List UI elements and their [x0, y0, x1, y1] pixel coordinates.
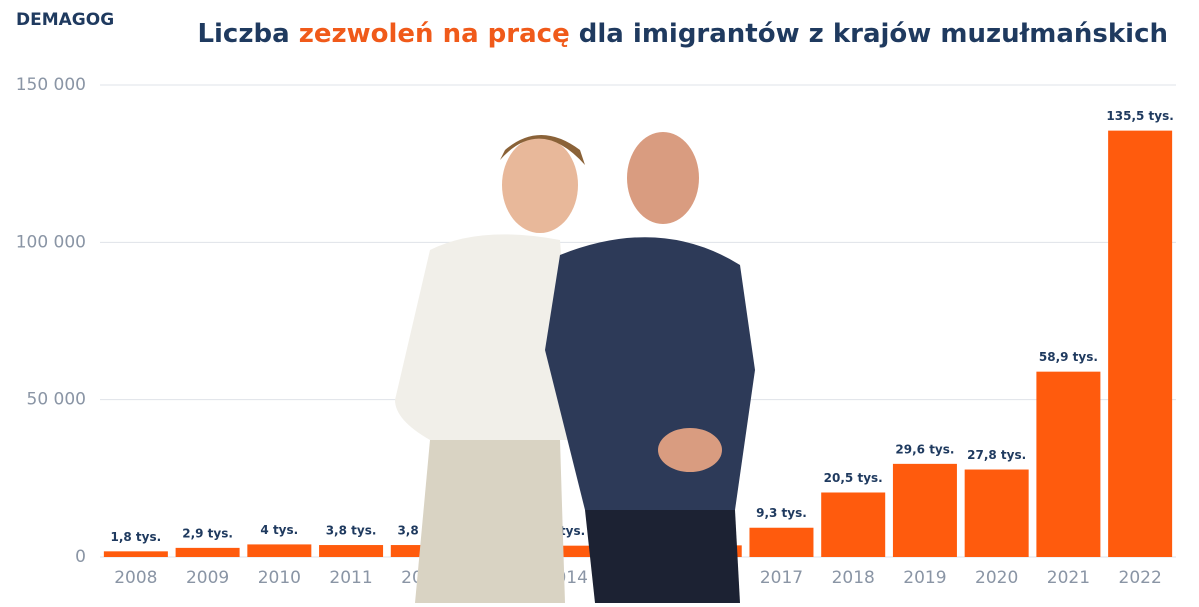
bar: [247, 544, 312, 557]
x-tick-label: 2017: [760, 568, 803, 588]
value-label: 58,9 tys.: [1039, 350, 1098, 364]
trousers: [415, 440, 565, 603]
bar: [319, 545, 384, 557]
hands: [658, 428, 722, 472]
head: [627, 132, 699, 224]
x-tick-label: 2022: [1119, 568, 1162, 588]
chart-title: Liczba zezwoleń na pracę dla imigrantów …: [197, 19, 1168, 49]
bar: [821, 492, 886, 557]
value-label: 1,8 tys.: [111, 530, 162, 544]
trousers: [585, 510, 740, 603]
bar: [1108, 130, 1173, 558]
value-label: 3,8 tys.: [326, 524, 377, 538]
value-label: 27,8 tys.: [967, 448, 1026, 462]
hair: [500, 135, 585, 165]
polo: [545, 237, 755, 510]
head: [502, 137, 578, 233]
value-label: 4 tys.: [260, 523, 298, 537]
y-tick-label: 150 000: [16, 75, 86, 95]
x-tick-label: 2009: [186, 568, 229, 588]
bar: [892, 463, 957, 557]
y-tick-label: 0: [75, 547, 86, 567]
photo-overlay: [395, 132, 755, 603]
bar: [749, 527, 814, 557]
shirt: [395, 234, 575, 440]
plot: 0 50 000 100 000 150 000 1,8 tys. 2008 2,9 tys…: [16, 75, 1176, 588]
y-tick-label: 50 000: [27, 390, 86, 410]
x-tick-label: 2018: [832, 568, 875, 588]
bar: [534, 545, 599, 557]
logo: DEMAGOG: [16, 10, 114, 30]
x-tick-label: 2020: [975, 568, 1018, 588]
x-tick-label: 2010: [258, 568, 301, 588]
value-label: 20,5 tys.: [824, 471, 883, 485]
value-label: 135,5 tys.: [1106, 109, 1173, 123]
value-label: 9,3 tys.: [756, 506, 807, 520]
bar: [964, 469, 1029, 557]
x-tick-label: 2011: [329, 568, 372, 588]
x-tick-label: 2019: [903, 568, 946, 588]
value-label: 29,6 tys.: [895, 442, 954, 456]
bar: [103, 551, 168, 557]
title-part: dla imigrantów z krajów muzułmańskich: [579, 19, 1168, 49]
title-part: zezwoleń na pracę: [299, 19, 570, 49]
y-tick-label: 100 000: [16, 232, 86, 252]
bar: [175, 547, 240, 557]
x-tick-label: 2008: [114, 568, 157, 588]
value-label: 2,9 tys.: [182, 526, 233, 540]
bar: [1036, 371, 1101, 557]
title-part: Liczba: [197, 19, 289, 49]
x-tick-label: 2021: [1047, 568, 1090, 588]
